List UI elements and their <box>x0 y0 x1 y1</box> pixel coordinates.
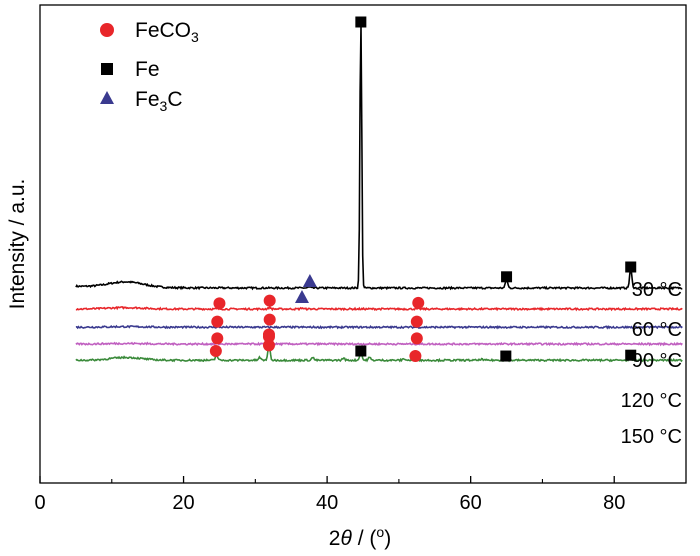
curve-150c <box>75 343 683 363</box>
marker-30c-triangle-0 <box>302 274 317 287</box>
marker-90c-circle-1 <box>263 313 276 326</box>
x-tick-label-20: 20 <box>172 492 194 514</box>
marker-30c-square-1 <box>355 16 367 28</box>
marker-30c-square-3 <box>625 261 637 273</box>
marker-120c-circle-0 <box>211 332 224 345</box>
marker-90c-circle-2 <box>410 315 423 328</box>
marker-150c-square-4 <box>500 350 512 362</box>
curve-label-30c: 30 °C <box>632 279 682 301</box>
marker-150c-circle-1 <box>262 339 275 352</box>
marker-60c-circle-1 <box>263 294 276 307</box>
x-tick-label-0: 0 <box>34 492 45 514</box>
plot-frame <box>39 4 687 484</box>
curve-90c <box>75 324 683 330</box>
curve-120c <box>75 341 683 347</box>
marker-90c-circle-0 <box>211 315 224 328</box>
y-axis-title: Intensity / a.u. <box>6 179 29 310</box>
marker-60c-triangle-2 <box>294 289 309 303</box>
marker-150c-square-5 <box>625 349 637 361</box>
legend-marker-fe <box>101 63 113 75</box>
curve-label-60c: 60 °C <box>632 319 682 341</box>
curve-label-150c: 150 °C <box>621 426 682 448</box>
x-tick-label-80: 80 <box>603 492 625 514</box>
marker-150c-circle-3 <box>409 350 422 363</box>
curve-label-90c: 90 °C <box>632 350 682 372</box>
curve-30c <box>75 25 683 291</box>
x-axis-ticks: 0 20 40 60 80 <box>34 476 625 514</box>
marker-150c-square-2 <box>355 345 367 357</box>
curve-60c <box>75 304 683 312</box>
marker-60c-circle-0 <box>213 297 226 310</box>
legend: FeCO3 Fe Fe3C <box>100 19 199 114</box>
x-tick-label-60: 60 <box>460 492 482 514</box>
x-tick-label-40: 40 <box>316 492 338 514</box>
legend-marker-feco3 <box>100 23 114 37</box>
curve-labels: 30 °C 60 °C 90 °C 120 °C 150 °C <box>621 279 682 448</box>
legend-marker-fe3c <box>100 91 114 104</box>
curve-label-120c: 120 °C <box>621 390 682 412</box>
marker-120c-circle-2 <box>262 330 275 343</box>
curves <box>75 25 683 363</box>
marker-120c-circle-3 <box>410 332 423 345</box>
marker-30c-square-2 <box>501 271 513 283</box>
phase-markers <box>209 16 637 363</box>
marker-60c-circle-3 <box>412 296 425 309</box>
marker-150c-circle-0 <box>209 345 222 357</box>
legend-label-feco3: FeCO3 <box>135 19 199 45</box>
x-axis-title: 2θ / (o) <box>329 524 391 550</box>
legend-label-fe: Fe <box>135 58 160 81</box>
legend-label-fe3c: Fe3C <box>135 88 182 114</box>
